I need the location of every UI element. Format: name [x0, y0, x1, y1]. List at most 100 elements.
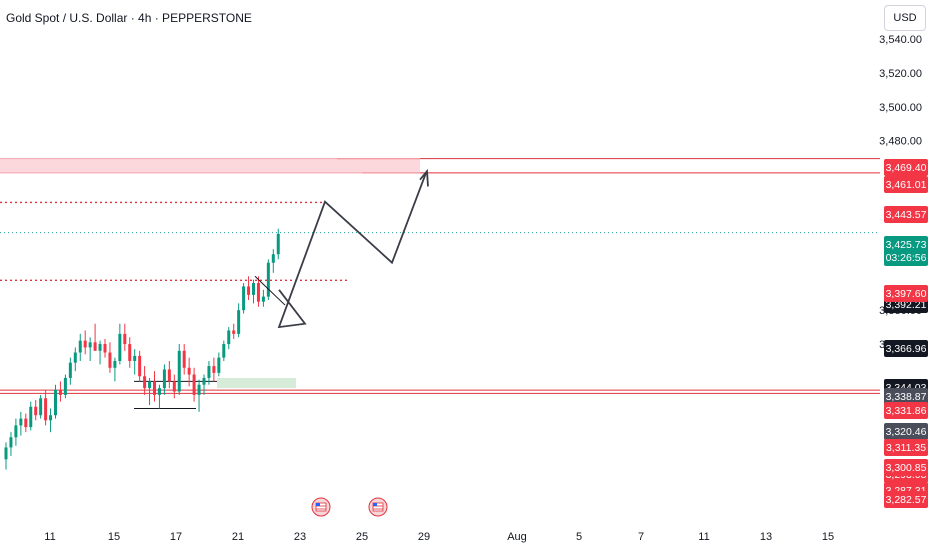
candle: [177, 344, 181, 395]
price-label-bg: [884, 176, 928, 193]
projection-path: [277, 172, 427, 329]
supply-zone: [0, 158, 420, 173]
price-label-text: 3,397.60: [886, 288, 927, 300]
price-label-text: 3,300.85: [886, 462, 927, 474]
candle-body: [138, 355, 142, 377]
y-tick-label: 3,500.00: [879, 102, 922, 114]
candle-body: [14, 425, 18, 438]
candle-body: [197, 384, 201, 395]
candle-body: [212, 366, 216, 373]
candle-body: [103, 344, 107, 353]
flag-body: [315, 502, 327, 512]
candle-body: [113, 360, 117, 368]
candle-body: [261, 296, 265, 302]
candle-body: [108, 352, 112, 368]
price-label: 3,282.57: [884, 491, 928, 508]
chart-title: Gold Spot / U.S. Dollar · 4h · PEPPERSTO…: [6, 11, 252, 25]
price-label-bg: [884, 491, 928, 508]
candle-body: [157, 388, 161, 395]
candle-body: [133, 355, 137, 361]
candle-body: [227, 330, 231, 345]
candle: [14, 418, 18, 446]
candle: [88, 337, 92, 361]
x-tick-label: 25: [356, 531, 368, 543]
price-label-bg: [884, 340, 928, 357]
candle: [271, 249, 275, 273]
x-tick-label: 5: [576, 531, 582, 543]
demand-zone: [217, 377, 296, 389]
candle-body: [98, 344, 102, 351]
candle: [108, 342, 112, 373]
candle-body: [207, 366, 211, 378]
x-tick-label: 23: [294, 531, 306, 543]
candle-body: [153, 381, 156, 395]
price-label-bg: [884, 236, 928, 266]
candle: [187, 357, 191, 387]
price-label: 3,366.96: [884, 340, 928, 357]
price-label-bg: [884, 285, 928, 302]
price-label-text: 3,311.35: [886, 442, 926, 454]
candle-body: [78, 340, 82, 353]
candle-body: [232, 330, 236, 334]
candle-body: [24, 418, 28, 428]
price-label: 3,469.40: [884, 159, 928, 176]
candle: [19, 411, 23, 436]
candle-body: [167, 369, 171, 382]
price-label-text: 3,461.01: [886, 179, 927, 191]
candle-body: [143, 376, 147, 389]
currency-button[interactable]: USD: [884, 5, 926, 31]
candle: [29, 401, 33, 431]
price-label-bg: [884, 206, 928, 223]
price-label-text: 3,443.57: [886, 209, 927, 221]
candle-body: [128, 344, 132, 361]
candle-body: [19, 418, 23, 426]
candle-body: [63, 377, 67, 395]
candle: [39, 394, 43, 419]
candle: [148, 377, 152, 406]
candle-body: [271, 254, 275, 263]
price-label-bg: [884, 423, 928, 440]
candle-body: [252, 283, 255, 295]
candle-body: [34, 406, 38, 416]
x-tick-label: 15: [822, 531, 834, 543]
candle: [261, 289, 265, 307]
candle-body: [93, 342, 97, 351]
candle-body: [256, 283, 260, 302]
x-tick-label: Aug: [507, 531, 527, 543]
candle: [207, 360, 211, 385]
candle-body: [242, 286, 246, 311]
candle-body: [187, 367, 191, 375]
y-tick-label: 3,520.00: [879, 68, 922, 80]
candle: [58, 381, 62, 402]
candle: [242, 283, 246, 314]
candle: [9, 432, 13, 456]
candle-body: [222, 344, 226, 358]
price-label: 3,300.85: [884, 459, 928, 476]
price-label-bg: [884, 159, 928, 176]
price-label: 3,320.46: [884, 423, 928, 440]
candle-body: [83, 340, 87, 348]
candle: [202, 374, 206, 395]
candle-body: [29, 406, 33, 428]
countdown-text: 03:26:56: [886, 252, 927, 264]
candle-body: [39, 398, 43, 416]
price-label: 3,461.01: [884, 176, 928, 193]
us-flag-icon[interactable]: [311, 497, 331, 517]
candle-body: [217, 357, 221, 373]
candle: [54, 384, 57, 419]
candle: [197, 379, 201, 412]
x-tick-label: 11: [44, 531, 55, 543]
us-flag-icon[interactable]: [368, 497, 388, 517]
price-label-text: 3,366.96: [886, 343, 927, 355]
candle: [24, 413, 28, 433]
candle: [237, 303, 241, 338]
price-label: 3,338.87: [884, 388, 928, 405]
candle-body: [276, 233, 280, 255]
price-label-text: 3,282.57: [886, 494, 927, 506]
candle-body: [172, 381, 176, 392]
trend-line: [254, 275, 286, 306]
candle: [4, 442, 8, 470]
candle: [143, 366, 147, 395]
x-tick-label: 21: [232, 531, 244, 543]
